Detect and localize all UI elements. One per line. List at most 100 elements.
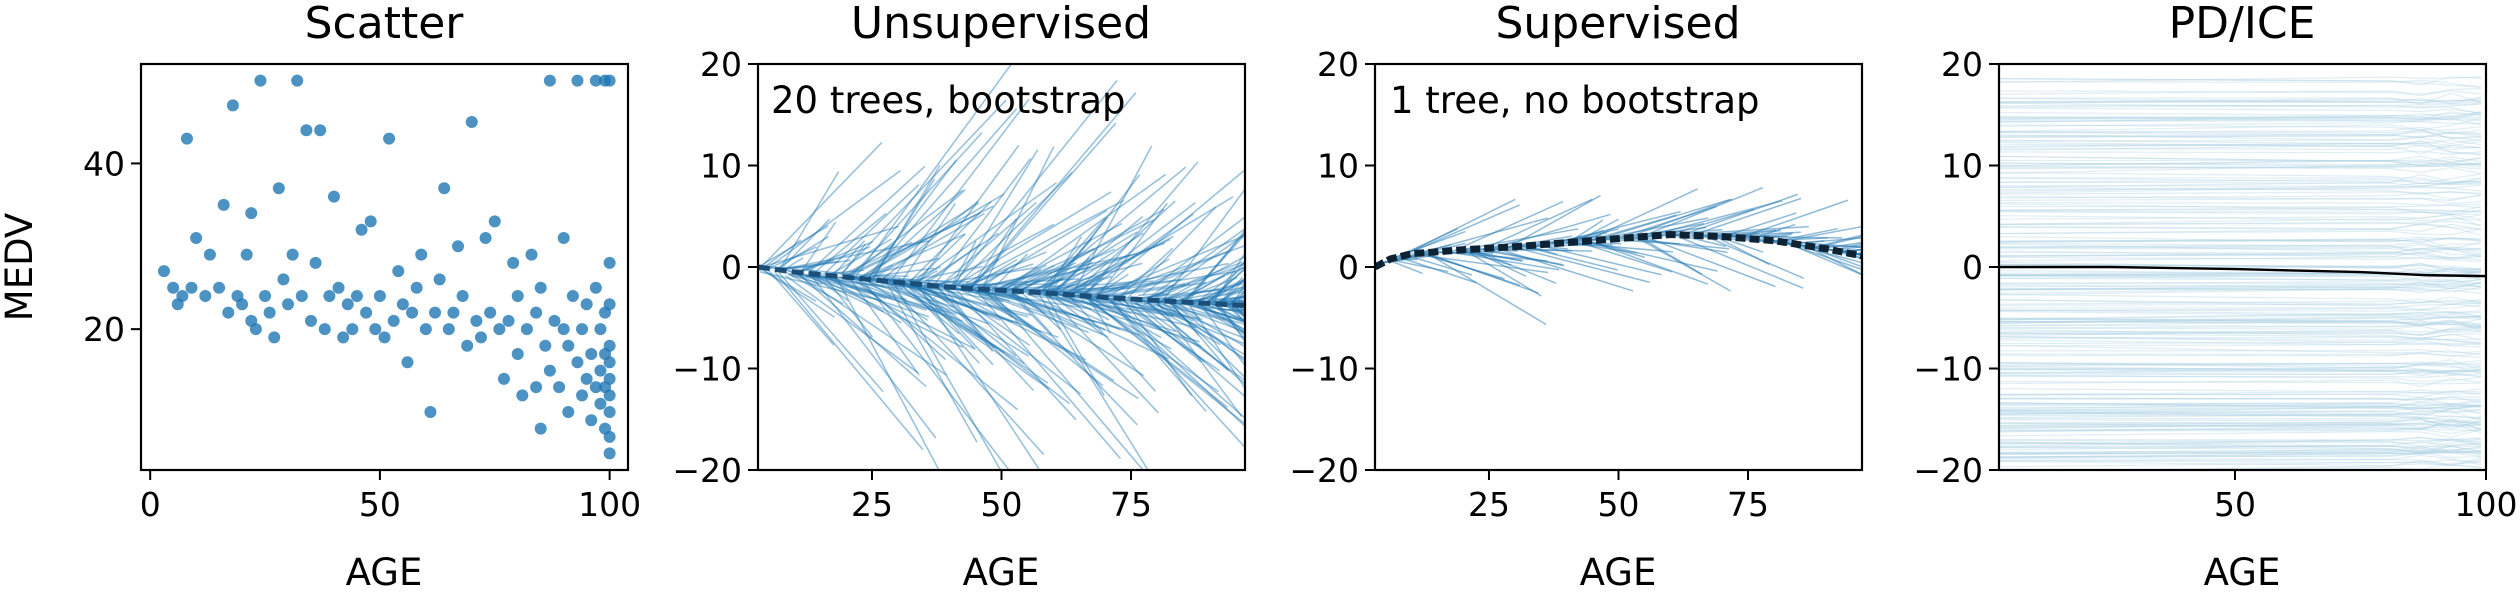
ice-curve	[1999, 129, 2482, 140]
scatter-point	[594, 364, 607, 377]
ice-segment	[765, 169, 901, 270]
ice-curve	[1999, 321, 2482, 328]
ice-curve	[1999, 438, 2482, 449]
ice-curve	[1999, 471, 2481, 474]
ice-segment	[1006, 288, 1138, 426]
ice-segment	[944, 287, 1087, 361]
ice-segment	[1669, 208, 1755, 236]
axes-unsupervised: 25 50 75 −20 −10 0 10 20	[672, 45, 1152, 524]
scatter-point	[447, 306, 460, 319]
ice-curve	[1999, 319, 2482, 325]
ice-curve	[1999, 422, 2481, 432]
ice-curve	[1999, 414, 2482, 420]
ice-segment	[1115, 271, 1185, 300]
ice-curve	[1999, 450, 2482, 459]
scatter-point	[603, 298, 616, 311]
ice-curve	[1999, 111, 2482, 121]
ice-segment	[1009, 254, 1131, 291]
ice-segment	[991, 291, 1145, 470]
ice-curve	[1999, 160, 2482, 174]
title-unsupervised: Unsupervised	[851, 0, 1151, 49]
ice-segment	[802, 272, 885, 313]
ice-curve	[1999, 174, 2481, 188]
ice-segment	[1168, 299, 1230, 372]
ice-segment	[1133, 300, 1245, 398]
ice-segment	[1053, 260, 1108, 297]
ice-segment	[933, 278, 1079, 288]
ice-curve	[1999, 176, 2482, 185]
ice-segment	[1211, 306, 1245, 321]
ice-curve	[1999, 451, 2481, 459]
ice-curve	[1999, 348, 2482, 354]
ice-segment	[868, 281, 929, 322]
ice-segment	[835, 276, 940, 470]
scatter-point	[539, 339, 552, 352]
scatter-points	[157, 74, 616, 460]
y-tick-label: 10	[700, 147, 742, 186]
ice-segment	[1202, 304, 1245, 331]
ice-segment	[1106, 258, 1170, 299]
ice-segment	[907, 286, 981, 364]
ice-curve	[1999, 419, 2481, 427]
scatter-point	[470, 314, 483, 327]
ice-segment	[1048, 215, 1144, 296]
ice-segment	[937, 286, 1035, 392]
ice-segment	[897, 277, 1049, 384]
scatter-point	[589, 74, 602, 87]
scatter-point	[424, 406, 437, 418]
y-tick-label: −10	[1289, 350, 1359, 389]
ice-segment	[840, 99, 1007, 275]
ice-curve	[1999, 248, 2481, 258]
ice-segment	[1045, 294, 1120, 331]
ice-curve	[1999, 315, 2481, 324]
scatter-point	[337, 331, 350, 344]
ice-curve	[1999, 206, 2482, 214]
ice-segment	[1389, 258, 1449, 273]
ice-curve	[1999, 116, 2482, 121]
ice-segment	[1000, 173, 1167, 293]
scatter-point	[309, 256, 322, 269]
ice-curve	[1999, 279, 2482, 288]
ice-curve	[1999, 118, 2482, 122]
ice-curve	[1999, 416, 2482, 427]
ice-segment	[846, 273, 990, 325]
ice-segment	[1816, 235, 1862, 249]
scatter-point	[456, 290, 469, 302]
ice-segment	[1126, 288, 1227, 301]
ice-curve	[1999, 202, 2481, 206]
scatter-point	[479, 232, 492, 244]
ice-curve	[1999, 267, 2482, 276]
scatter-point	[295, 290, 308, 302]
ice-curve	[1999, 401, 2482, 414]
ice-curve	[1999, 362, 2482, 372]
ice-segment	[1036, 261, 1094, 294]
y-tick-label: 20	[1941, 45, 1983, 84]
ice-curve	[1999, 79, 2482, 89]
ice-curve	[1999, 242, 2482, 251]
ice-curve	[1999, 352, 2482, 358]
ice-curve	[1999, 319, 2482, 332]
ice-segment	[1833, 245, 1862, 252]
ice-curve	[1999, 328, 2482, 336]
scatter-point	[571, 74, 584, 87]
ice-curve	[1999, 408, 2482, 419]
ice-segment	[840, 212, 981, 279]
ice-segment	[1215, 302, 1245, 308]
ice-segment	[961, 251, 1047, 289]
ice-curve	[1999, 373, 2482, 378]
ice-curve	[1999, 299, 2482, 305]
ice-segment	[1135, 301, 1245, 382]
ice-segment	[1051, 280, 1134, 290]
ice-curve	[1999, 213, 2482, 220]
ice-segment	[1064, 275, 1100, 295]
ice-segment	[1191, 304, 1245, 322]
ice-curve	[1999, 388, 2482, 394]
ice-segment	[1044, 294, 1105, 397]
scatter-point	[571, 356, 584, 369]
ice-segment	[975, 291, 1139, 400]
ice-curve	[1999, 76, 2482, 83]
ice-segment	[1223, 304, 1245, 318]
ice-segment	[1043, 216, 1109, 297]
ice-segment	[969, 285, 1115, 382]
ice-curve	[1999, 446, 2482, 454]
